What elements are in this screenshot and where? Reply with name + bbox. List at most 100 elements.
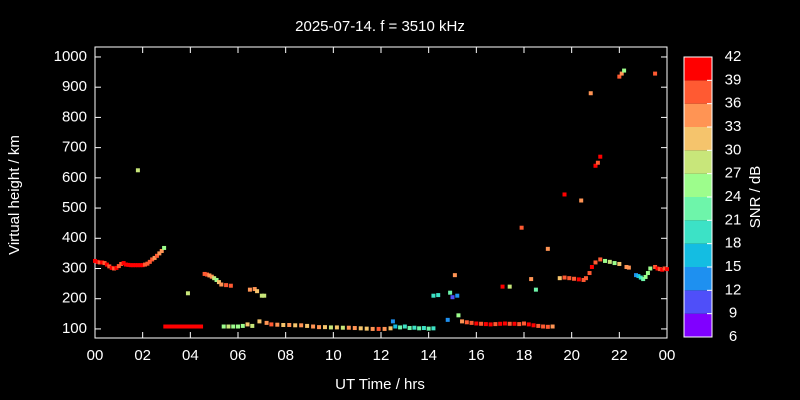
data-point <box>195 324 200 329</box>
x-tick-label: 22 <box>611 347 628 364</box>
data-point <box>588 91 593 96</box>
data-point <box>147 259 152 264</box>
data-point <box>507 284 512 289</box>
data-point <box>191 324 196 329</box>
data-point <box>293 323 298 328</box>
data-point <box>636 274 641 279</box>
x-axis-label: UT Time / hrs <box>335 376 425 393</box>
data-point <box>464 320 469 325</box>
data-point <box>643 274 648 279</box>
data-point <box>479 321 484 326</box>
data-point <box>648 266 653 271</box>
data-point <box>299 323 304 328</box>
data-point <box>587 271 592 276</box>
data-point <box>612 261 617 266</box>
data-point <box>390 319 395 324</box>
data-point <box>212 276 217 281</box>
data-point <box>245 322 250 327</box>
data-point <box>412 325 417 330</box>
data-point <box>545 324 550 329</box>
data-point <box>174 324 179 329</box>
y-axis-label: Virtual height / km <box>6 135 23 255</box>
data-point <box>522 321 526 326</box>
data-point <box>116 264 121 269</box>
data-point <box>431 293 436 298</box>
x-tick-label: 04 <box>182 347 199 364</box>
chart-title: 2025-07-14. f = 3510 kHz <box>295 18 465 35</box>
data-point <box>352 326 357 331</box>
data-point <box>275 322 280 327</box>
data-point <box>240 323 245 328</box>
data-point <box>512 321 517 326</box>
data-point <box>445 317 450 322</box>
data-point <box>334 325 339 330</box>
data-point <box>305 323 310 328</box>
data-point <box>526 322 531 327</box>
data-point <box>159 248 164 253</box>
data-point <box>498 321 503 326</box>
data-point <box>500 284 505 289</box>
data-point <box>634 273 639 278</box>
data-point <box>231 324 236 329</box>
y-tick-label: 400 <box>62 229 87 246</box>
data-point <box>579 198 584 203</box>
data-point <box>221 324 226 329</box>
data-point <box>188 324 193 329</box>
data-point <box>581 277 586 282</box>
colorbar-tick-label: 24 <box>725 188 742 205</box>
colorbar-band <box>684 243 712 267</box>
data-point <box>100 260 105 265</box>
x-tick-label: 10 <box>325 347 342 364</box>
y-tick-label: 1000 <box>54 48 87 65</box>
plot-frame <box>94 46 668 339</box>
data-point <box>236 324 240 329</box>
data-point <box>104 262 109 267</box>
colorbar-band <box>684 150 712 174</box>
data-point <box>624 264 629 269</box>
data-point <box>436 293 441 298</box>
colorbar-tick-label: 12 <box>725 281 742 298</box>
data-point <box>162 245 167 250</box>
data-point <box>107 264 112 269</box>
data-point <box>589 264 594 269</box>
colorbar-tick-label: 39 <box>725 71 742 88</box>
data-point <box>264 320 269 325</box>
data-point <box>493 322 498 327</box>
data-point <box>474 321 479 326</box>
data-point <box>460 319 465 324</box>
data-point <box>102 261 107 266</box>
data-point <box>287 323 292 328</box>
data-point <box>488 322 493 327</box>
colorbar-band <box>684 197 712 221</box>
x-tick-label: 06 <box>230 347 247 364</box>
data-point <box>184 324 189 329</box>
data-point <box>545 246 550 251</box>
data-point <box>662 266 667 271</box>
colorbar-tick-label: 18 <box>725 235 742 252</box>
data-point <box>370 326 375 331</box>
data-point <box>114 265 119 270</box>
data-point <box>358 326 363 331</box>
data-point <box>143 262 148 267</box>
data-point <box>593 163 598 168</box>
data-point <box>202 271 207 276</box>
colorbar-tick-label: 15 <box>725 258 742 275</box>
data-point <box>340 325 345 330</box>
data-point <box>519 225 524 230</box>
x-tick-label: 12 <box>373 347 390 364</box>
x-tick-label: 08 <box>277 347 294 364</box>
data-point <box>123 262 128 267</box>
data-point <box>619 71 624 76</box>
colorbar-tick-label: 6 <box>729 328 737 345</box>
data-point <box>207 273 212 278</box>
data-point <box>388 326 393 331</box>
data-point <box>157 251 162 256</box>
data-point <box>550 324 555 329</box>
colorbar-band <box>684 127 712 151</box>
data-point <box>638 275 643 280</box>
data-point <box>219 282 224 287</box>
data-point <box>562 192 567 197</box>
data-point <box>562 275 567 280</box>
data-point <box>665 267 669 272</box>
